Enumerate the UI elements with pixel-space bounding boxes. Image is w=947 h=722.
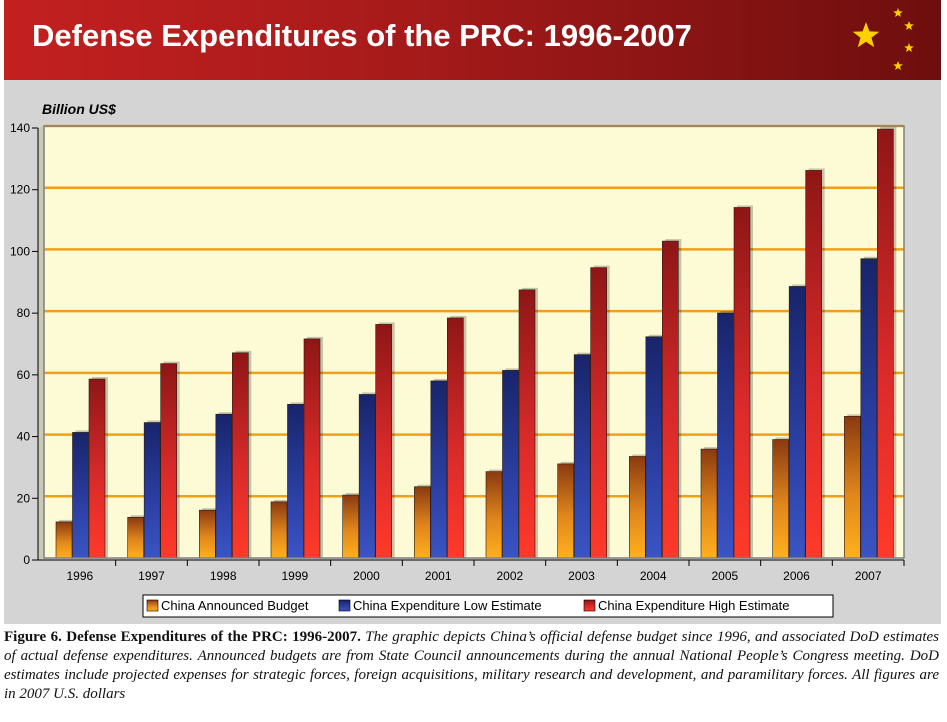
y-tick-label: 20 <box>17 491 31 505</box>
announced-bar <box>414 486 431 559</box>
flag-stars <box>852 8 914 70</box>
small-star-icon <box>893 8 903 17</box>
low-estimate-bar <box>358 394 376 559</box>
small-star-icon <box>893 61 903 70</box>
plot-area <box>44 126 904 558</box>
low-estimate-bar <box>72 432 89 559</box>
y-tick-label: 80 <box>17 306 31 320</box>
x-tick-label: 2004 <box>640 569 667 583</box>
figure-caption: Figure 6. Defense Expenditures of the PR… <box>4 628 939 704</box>
x-tick-label: 2006 <box>783 569 810 583</box>
y-tick-label: 60 <box>17 368 31 382</box>
x-tick-label: 1996 <box>66 569 93 583</box>
high-estimate-bar <box>733 207 751 559</box>
x-tick-label: 1998 <box>210 569 237 583</box>
y-tick-label: 40 <box>17 430 31 444</box>
announced-bar <box>270 501 288 559</box>
low-estimate-bar <box>573 354 591 559</box>
announced-bar <box>342 494 359 559</box>
x-ticks: 1996 1997 1998 1999 2000 2001 2002 2003 2004 2005… <box>66 560 905 583</box>
small-star-icon <box>904 43 914 52</box>
high-estimate-bar <box>232 352 249 559</box>
announced-bar <box>629 456 646 559</box>
x-tick-label: 1999 <box>281 569 308 583</box>
low-estimate-bar <box>645 336 663 559</box>
chart-title: Defense Expenditures of the PRC: 1996-20… <box>32 18 692 53</box>
y-axis-label: Billion US$ <box>42 101 116 117</box>
high-estimate-bar <box>160 363 177 559</box>
low-estimate-bar <box>430 380 448 559</box>
legend-entry: China Expenditure Low Estimate <box>353 598 542 613</box>
x-tick-label: 2007 <box>855 569 882 583</box>
low-estimate-bar <box>287 404 304 559</box>
high-estimate-bar <box>590 267 607 559</box>
title-banner: Defense Expenditures of the PRC: 1996-20… <box>4 0 941 80</box>
caption-text: The graphic depicts China’s official def… <box>4 629 940 702</box>
high-estimate-bar <box>303 338 321 559</box>
high-estimate-bar <box>805 170 822 559</box>
legend-swatch <box>146 599 159 612</box>
x-tick-label: 2002 <box>496 569 523 583</box>
caption-label: Figure 6. Defense Expenditures of the PR… <box>4 629 361 645</box>
legend-entry: China Announced Budget <box>161 598 309 613</box>
legend: China Announced Budget China Expenditure … <box>142 594 834 618</box>
high-estimate-bar <box>662 240 679 559</box>
x-tick-label: 2001 <box>425 569 452 583</box>
announced-bar <box>199 509 216 559</box>
plot-border <box>43 125 905 559</box>
x-tick-label: 2003 <box>568 569 595 583</box>
bar-chart: 0 20 40 60 80 100 120 140 1996 1997 1998 1999 2000 2… <box>10 101 905 618</box>
small-star-icon <box>904 21 914 30</box>
low-estimate-bar <box>502 370 519 559</box>
high-estimate-bar <box>88 378 106 559</box>
announced-bar <box>55 521 73 559</box>
low-estimate-bar <box>860 258 878 559</box>
announced-bar <box>557 463 574 559</box>
low-estimate-bar <box>717 312 734 559</box>
x-tick-label: 2000 <box>353 569 380 583</box>
low-estimate-bar <box>215 413 233 559</box>
high-estimate-bar <box>518 289 536 559</box>
announced-bar <box>772 439 789 559</box>
plot-depth-side <box>38 126 44 560</box>
legend-swatch <box>338 599 351 612</box>
x-tick-label: 1997 <box>138 569 165 583</box>
high-estimate-bar <box>877 128 894 559</box>
announced-bar <box>844 416 861 559</box>
high-estimate-bar <box>375 324 392 559</box>
chart-panel: 0 20 40 60 80 100 120 140 1996 1997 1998 1999 2000 2… <box>4 80 941 624</box>
high-estimate-bar <box>447 317 464 559</box>
y-tick-label: 0 <box>23 553 30 567</box>
legend-entry: China Expenditure High Estimate <box>598 598 790 613</box>
low-estimate-bar <box>788 286 806 559</box>
y-tick-label: 120 <box>10 183 30 197</box>
legend-swatch <box>583 599 596 612</box>
low-estimate-bar <box>143 422 161 559</box>
announced-bar <box>127 516 144 559</box>
large-star-icon <box>852 22 880 48</box>
y-tick-label: 100 <box>10 244 30 258</box>
legend-box <box>142 594 834 618</box>
announced-bar <box>700 448 718 559</box>
y-tick-label: 140 <box>10 121 30 135</box>
y-ticks: 0 20 40 60 80 100 120 140 <box>10 121 38 567</box>
announced-bar <box>485 471 503 559</box>
x-tick-label: 2005 <box>711 569 738 583</box>
